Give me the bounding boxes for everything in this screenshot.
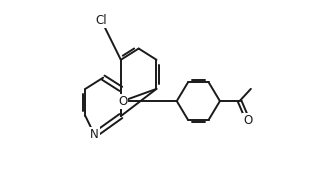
Text: O: O <box>118 94 127 108</box>
Text: Cl: Cl <box>96 14 107 27</box>
Text: O: O <box>243 114 253 127</box>
Text: N: N <box>90 128 99 141</box>
